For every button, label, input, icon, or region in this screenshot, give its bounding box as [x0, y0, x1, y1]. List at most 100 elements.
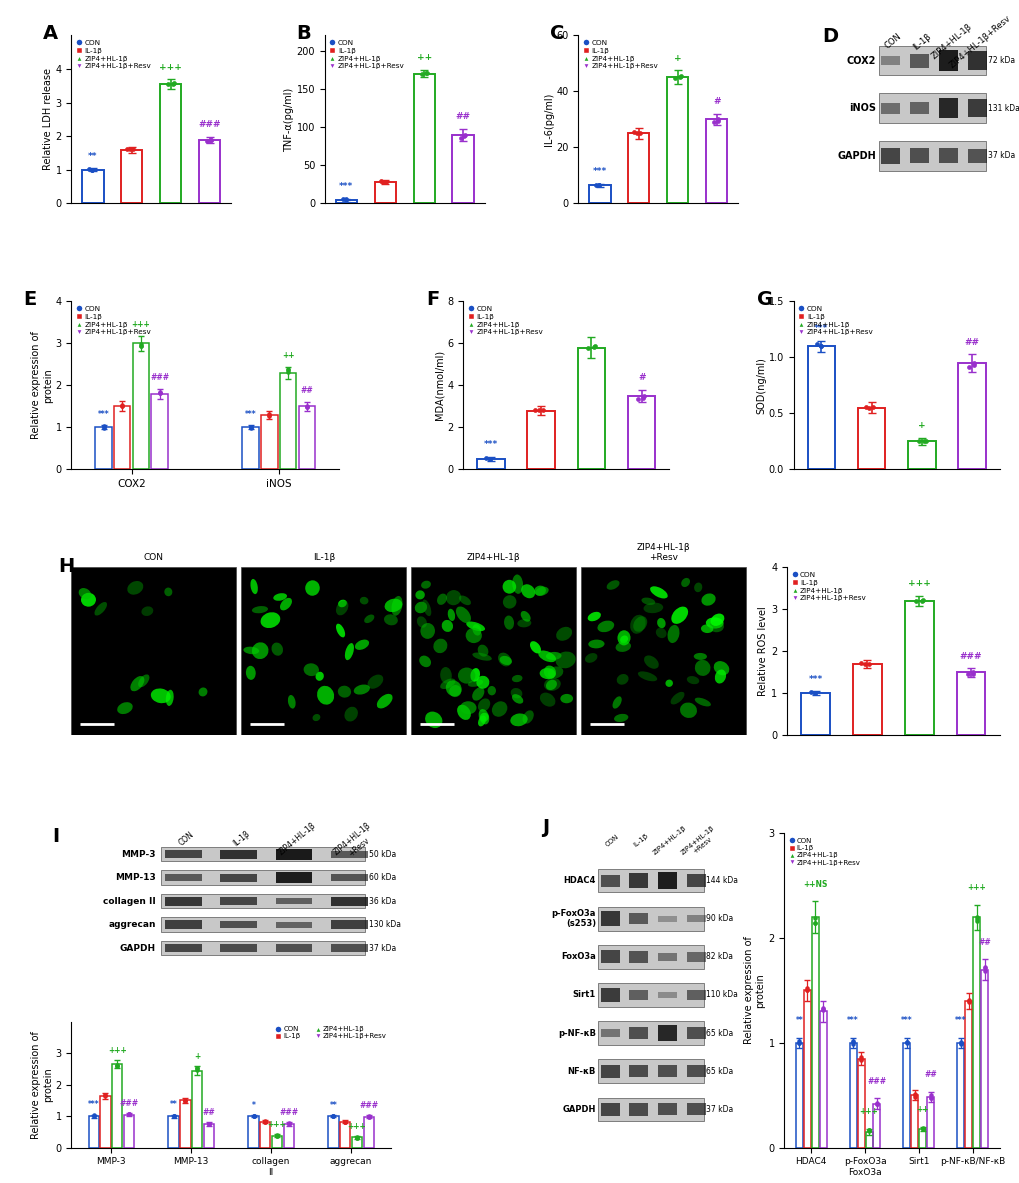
Text: IL-1β: IL-1β — [231, 829, 252, 848]
Text: ***: *** — [954, 1016, 966, 1024]
Point — [798, 978, 814, 997]
Y-axis label: Relative LDH release: Relative LDH release — [43, 69, 53, 170]
Point — [798, 981, 814, 1000]
FancyBboxPatch shape — [275, 898, 312, 904]
Point — [952, 1033, 968, 1052]
Ellipse shape — [705, 618, 722, 628]
FancyBboxPatch shape — [598, 907, 704, 931]
Ellipse shape — [360, 597, 368, 605]
Text: ##: ## — [977, 937, 990, 946]
Text: ZIP4+HL-1β: ZIP4+HL-1β — [651, 825, 687, 856]
Point — [361, 1107, 377, 1126]
Bar — [857, 408, 884, 470]
Text: +: + — [194, 1052, 200, 1061]
Ellipse shape — [637, 672, 656, 681]
FancyBboxPatch shape — [967, 51, 986, 70]
Text: GAPDH: GAPDH — [562, 1105, 595, 1114]
Ellipse shape — [545, 652, 561, 660]
FancyBboxPatch shape — [220, 944, 257, 952]
FancyBboxPatch shape — [165, 897, 202, 906]
Point — [279, 362, 296, 381]
Ellipse shape — [447, 609, 454, 621]
Point — [914, 590, 930, 609]
Point — [626, 123, 642, 142]
Point — [97, 1086, 113, 1105]
Point — [952, 1033, 968, 1052]
Ellipse shape — [455, 607, 471, 623]
Bar — [180, 1100, 191, 1148]
Point — [261, 406, 277, 425]
Ellipse shape — [478, 698, 490, 712]
FancyBboxPatch shape — [629, 913, 648, 924]
Point — [337, 190, 354, 209]
Ellipse shape — [440, 667, 451, 684]
Point — [201, 1114, 217, 1133]
Ellipse shape — [615, 641, 631, 652]
Point — [177, 1091, 194, 1110]
Text: G: G — [756, 290, 772, 309]
Point — [864, 397, 880, 416]
FancyBboxPatch shape — [938, 50, 958, 71]
Bar — [865, 1132, 871, 1148]
FancyBboxPatch shape — [880, 148, 900, 164]
FancyBboxPatch shape — [598, 868, 704, 892]
Ellipse shape — [616, 631, 630, 646]
Bar — [248, 1116, 259, 1148]
Point — [299, 397, 315, 416]
Text: iNOS: iNOS — [849, 103, 875, 114]
Text: FoxO3a: FoxO3a — [560, 952, 595, 962]
Text: ###: ### — [279, 1108, 299, 1117]
Text: F: F — [426, 290, 439, 309]
Point — [95, 418, 111, 437]
Text: ###: ### — [150, 373, 169, 382]
Point — [375, 173, 391, 192]
Ellipse shape — [130, 675, 145, 691]
Ellipse shape — [555, 652, 575, 668]
Bar — [260, 1121, 270, 1148]
FancyBboxPatch shape — [657, 952, 677, 961]
Point — [913, 592, 929, 610]
Point — [672, 66, 688, 85]
Bar — [527, 411, 554, 470]
Point — [798, 980, 814, 998]
Bar — [168, 1116, 178, 1148]
Point — [257, 1112, 273, 1131]
Point — [534, 401, 550, 420]
Point — [336, 1112, 353, 1131]
Ellipse shape — [671, 607, 688, 623]
Ellipse shape — [710, 614, 723, 626]
FancyBboxPatch shape — [220, 922, 257, 929]
Point — [844, 1032, 860, 1051]
Point — [590, 175, 606, 194]
Point — [922, 1088, 938, 1107]
Point — [121, 140, 138, 159]
Ellipse shape — [714, 670, 726, 684]
Text: +++: +++ — [907, 580, 929, 588]
Ellipse shape — [252, 642, 268, 659]
Text: ZIP4+HL-1β
+Resv: ZIP4+HL-1β +Resv — [637, 543, 690, 562]
FancyBboxPatch shape — [657, 916, 677, 922]
Point — [280, 1114, 297, 1133]
Ellipse shape — [539, 692, 555, 706]
Point — [95, 418, 111, 437]
Text: ***: *** — [483, 440, 497, 450]
Ellipse shape — [479, 712, 488, 722]
FancyBboxPatch shape — [331, 874, 368, 881]
Point — [120, 1105, 137, 1124]
FancyBboxPatch shape — [629, 951, 648, 963]
Point — [959, 665, 975, 684]
Point — [910, 432, 926, 451]
Point — [189, 1058, 205, 1077]
Ellipse shape — [460, 702, 476, 715]
Ellipse shape — [273, 593, 286, 601]
FancyBboxPatch shape — [165, 874, 202, 881]
Ellipse shape — [545, 680, 556, 690]
Point — [852, 1051, 868, 1069]
Point — [246, 1106, 262, 1125]
Point — [852, 653, 868, 672]
Ellipse shape — [476, 675, 489, 689]
FancyBboxPatch shape — [331, 920, 368, 929]
Bar — [192, 1071, 202, 1148]
Ellipse shape — [344, 706, 358, 722]
Ellipse shape — [491, 702, 506, 717]
